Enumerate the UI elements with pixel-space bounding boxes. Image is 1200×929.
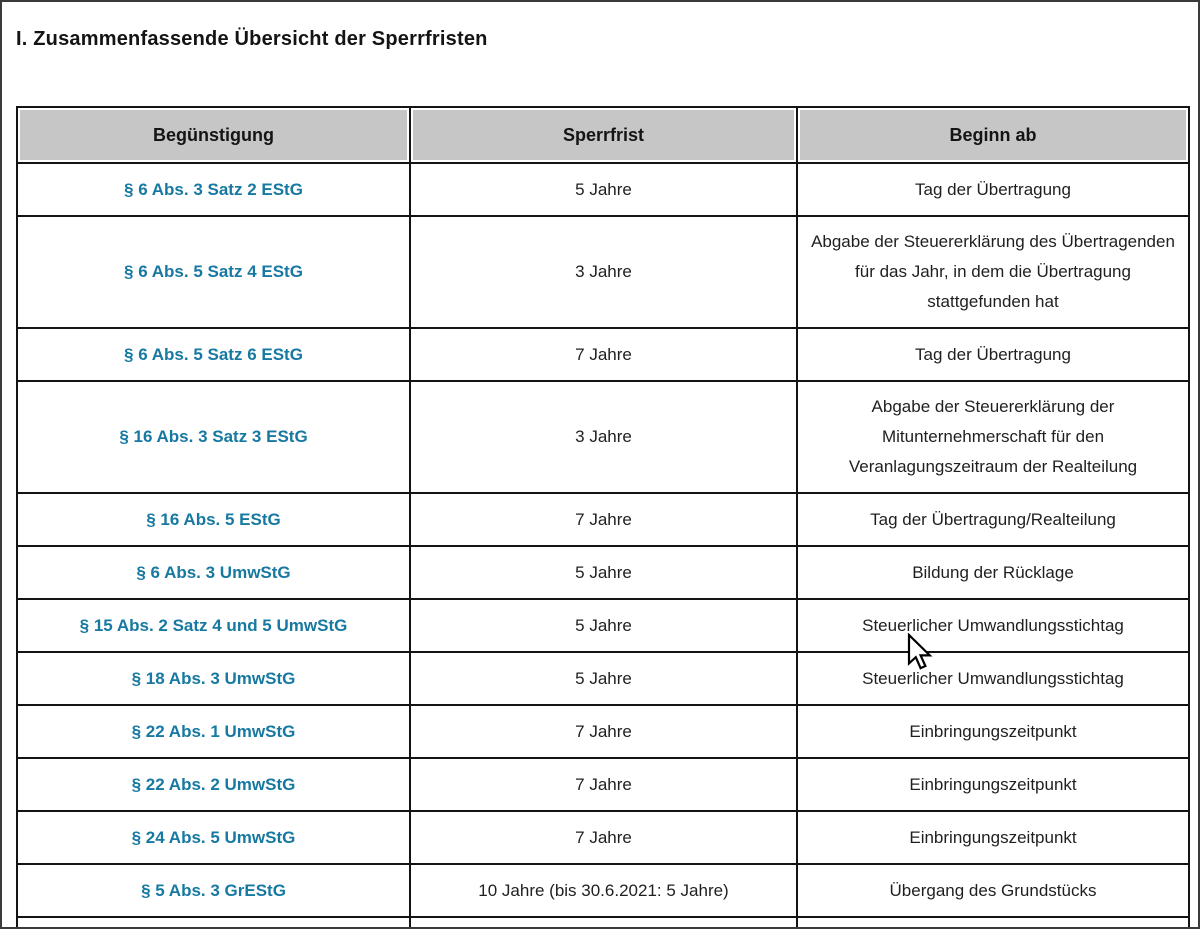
- sperrfristen-table: Begünstigung Sperrfrist Beginn ab § 6 Ab…: [16, 106, 1190, 927]
- table-row: § 6 Abs. 3 Satz 2 EStG 5 Jahre Tag der Ü…: [16, 162, 1190, 217]
- paragraph-link[interactable]: § 5 Abs. 3 GrEStG: [141, 880, 286, 900]
- beginn-ab-cell: Abgabe der Steuererklärung der Mituntern…: [796, 380, 1190, 494]
- beguenstigung-cell: § 5 Abs. 3 GrEStG: [16, 863, 411, 918]
- beguenstigung-cell: § 16 Abs. 3 Satz 3 EStG: [16, 380, 411, 494]
- paragraph-link[interactable]: § 6 Abs. 5 Satz 4 EStG: [124, 262, 303, 281]
- paragraph-link[interactable]: § 6 Abs. 3 UmwStG: [136, 562, 291, 582]
- paragraph-link[interactable]: § 22 Abs. 1 UmwStG: [131, 721, 296, 741]
- beginn-ab-cell: Übergang des Grundstücks: [796, 863, 1190, 918]
- column-header-beguenstigung: Begünstigung: [16, 106, 411, 164]
- table-row: § 22 Abs. 1 UmwStG 7 Jahre Einbringungsz…: [16, 704, 1190, 759]
- beginn-ab-cell: Tag der Übertragung/Realteilung: [796, 492, 1190, 547]
- column-header-sperrfrist: Sperrfrist: [409, 106, 798, 164]
- table-body: § 6 Abs. 3 Satz 2 EStG 5 Jahre Tag der Ü…: [16, 162, 1190, 927]
- table-row: § 24 Abs. 5 UmwStG 7 Jahre Einbringungsz…: [16, 810, 1190, 865]
- sperrfrist-cell: 5 Jahre: [409, 545, 798, 600]
- table-row: § 15 Abs. 2 Satz 4 und 5 UmwStG 5 Jahre …: [16, 598, 1190, 653]
- table-row-partial: [16, 916, 1190, 927]
- paragraph-link[interactable]: § 16 Abs. 5 EStG: [146, 509, 281, 529]
- empty-cell: [409, 916, 798, 927]
- sperrfrist-cell: 7 Jahre: [409, 757, 798, 812]
- sperrfrist-cell: 5 Jahre: [409, 162, 798, 217]
- paragraph-link[interactable]: § 6 Abs. 5 Satz 6 EStG: [124, 344, 303, 364]
- beguenstigung-cell: § 15 Abs. 2 Satz 4 und 5 UmwStG: [16, 598, 411, 653]
- table-row: § 6 Abs. 5 Satz 4 EStG 3 Jahre Abgabe de…: [16, 215, 1190, 329]
- table-row: § 16 Abs. 5 EStG 7 Jahre Tag der Übertra…: [16, 492, 1190, 547]
- beguenstigung-cell: § 6 Abs. 5 Satz 4 EStG: [16, 215, 411, 329]
- beginn-ab-cell: Einbringungszeitpunkt: [796, 810, 1190, 865]
- sperrfrist-cell: 3 Jahre: [409, 380, 798, 494]
- beginn-ab-cell: Steuerlicher Umwandlungsstichtag: [796, 598, 1190, 653]
- empty-cell: [16, 916, 411, 927]
- beguenstigung-cell: § 6 Abs. 3 UmwStG: [16, 545, 411, 600]
- paragraph-link[interactable]: § 24 Abs. 5 UmwStG: [131, 827, 296, 847]
- page-title: I. Zusammenfassende Übersicht der Sperrf…: [16, 28, 488, 50]
- paragraph-link[interactable]: § 16 Abs. 3 Satz 3 EStG: [119, 427, 308, 446]
- beguenstigung-cell: § 24 Abs. 5 UmwStG: [16, 810, 411, 865]
- beguenstigung-cell: § 6 Abs. 5 Satz 6 EStG: [16, 327, 411, 382]
- beguenstigung-cell: § 16 Abs. 5 EStG: [16, 492, 411, 547]
- beginn-ab-cell: Einbringungszeitpunkt: [796, 757, 1190, 812]
- beguenstigung-cell: § 18 Abs. 3 UmwStG: [16, 651, 411, 706]
- paragraph-link[interactable]: § 15 Abs. 2 Satz 4 und 5 UmwStG: [79, 615, 348, 635]
- beginn-ab-cell: Tag der Übertragung: [796, 327, 1190, 382]
- beginn-ab-cell: Steuerlicher Umwandlungsstichtag: [796, 651, 1190, 706]
- beginn-ab-cell: Tag der Übertragung: [796, 162, 1190, 217]
- beguenstigung-cell: § 22 Abs. 1 UmwStG: [16, 704, 411, 759]
- table-header-row: Begünstigung Sperrfrist Beginn ab: [16, 106, 1190, 164]
- beginn-ab-cell: Einbringungszeitpunkt: [796, 704, 1190, 759]
- table-header: Begünstigung Sperrfrist Beginn ab: [16, 106, 1190, 164]
- table-row: § 6 Abs. 5 Satz 6 EStG 7 Jahre Tag der Ü…: [16, 327, 1190, 382]
- paragraph-link[interactable]: § 22 Abs. 2 UmwStG: [131, 774, 296, 794]
- sperrfrist-cell: 7 Jahre: [409, 810, 798, 865]
- table-row: § 18 Abs. 3 UmwStG 5 Jahre Steuerlicher …: [16, 651, 1190, 706]
- paragraph-link[interactable]: § 18 Abs. 3 UmwStG: [131, 668, 296, 688]
- sperrfrist-cell: 5 Jahre: [409, 651, 798, 706]
- sperrfrist-cell: 7 Jahre: [409, 327, 798, 382]
- beguenstigung-cell: § 22 Abs. 2 UmwStG: [16, 757, 411, 812]
- sperrfrist-cell: 3 Jahre: [409, 215, 798, 329]
- column-header-beginn-ab: Beginn ab: [796, 106, 1190, 164]
- beginn-ab-cell: Bildung der Rücklage: [796, 545, 1190, 600]
- sperrfrist-cell: 7 Jahre: [409, 492, 798, 547]
- table-row: § 22 Abs. 2 UmwStG 7 Jahre Einbringungsz…: [16, 757, 1190, 812]
- empty-cell: [796, 916, 1190, 927]
- sperrfrist-cell: 7 Jahre: [409, 704, 798, 759]
- beginn-ab-cell: Abgabe der Steuererklärung des Übertrage…: [796, 215, 1190, 329]
- beguenstigung-cell: § 6 Abs. 3 Satz 2 EStG: [16, 162, 411, 217]
- paragraph-link[interactable]: § 6 Abs. 3 Satz 2 EStG: [124, 179, 303, 199]
- sperrfrist-cell: 10 Jahre (bis 30.6.2021: 5 Jahre): [409, 863, 798, 918]
- table-row: § 5 Abs. 3 GrEStG 10 Jahre (bis 30.6.202…: [16, 863, 1190, 918]
- sperrfrist-cell: 5 Jahre: [409, 598, 798, 653]
- table-row: § 16 Abs. 3 Satz 3 EStG 3 Jahre Abgabe d…: [16, 380, 1190, 494]
- table-row: § 6 Abs. 3 UmwStG 5 Jahre Bildung der Rü…: [16, 545, 1190, 600]
